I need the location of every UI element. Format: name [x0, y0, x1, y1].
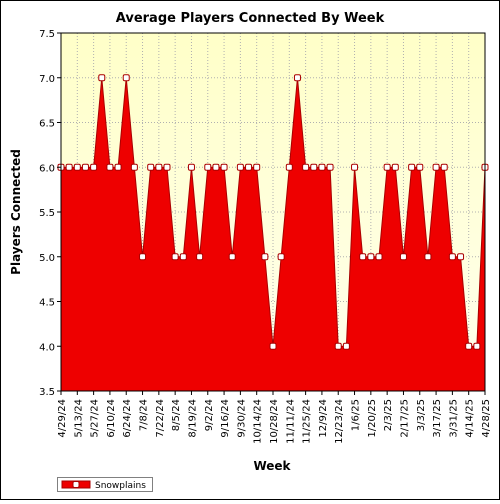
- data-point: [359, 253, 367, 261]
- data-point: [65, 163, 73, 171]
- data-point: [269, 342, 277, 350]
- data-point: [326, 163, 334, 171]
- legend-label: Snowplains: [95, 481, 146, 491]
- y-tick-label: 5.5: [39, 208, 55, 219]
- x-tick-label: 2/3/25: [383, 399, 394, 431]
- y-tick-label: 4.5: [39, 298, 55, 309]
- y-axis-ticks: 3.5 4.0 4.5 5.0 5.5 6.0 6.5 7.0 7.5: [39, 29, 61, 398]
- y-tick-label: 7.0: [39, 74, 55, 85]
- x-tick-label: 12/23/24: [334, 399, 345, 444]
- data-point: [457, 253, 465, 261]
- x-axis-title: Week: [253, 459, 291, 473]
- data-point: [465, 342, 473, 350]
- x-tick-label: 8/19/24: [187, 399, 198, 438]
- x-tick-label: 11/25/24: [302, 399, 313, 444]
- x-tick-label: 9/2/24: [204, 399, 215, 431]
- x-tick-label: 10/28/24: [269, 399, 280, 444]
- y-tick-label: 5.0: [39, 253, 55, 264]
- data-point: [261, 253, 269, 261]
- data-point: [130, 163, 138, 171]
- legend-marker-icon: [72, 481, 80, 488]
- x-tick-label: 1/6/25: [351, 399, 362, 431]
- x-tick-label: 8/5/24: [171, 399, 182, 431]
- y-tick-label: 7.5: [39, 29, 55, 40]
- data-point: [114, 163, 122, 171]
- x-axis-ticks: 4/29/24 5/13/24 5/27/24 6/10/24 6/24/24 7/8/2…: [57, 391, 492, 444]
- series-markers: [57, 74, 489, 350]
- x-tick-label: 4/28/25: [481, 399, 492, 438]
- data-point: [375, 253, 383, 261]
- area-fill: [61, 77, 485, 391]
- y-tick-label: 3.5: [39, 387, 55, 398]
- data-point: [90, 163, 98, 171]
- data-point: [179, 253, 187, 261]
- x-tick-label: 6/24/24: [122, 399, 133, 438]
- x-tick-label: 6/10/24: [106, 399, 117, 438]
- data-point: [73, 163, 81, 171]
- data-point: [212, 163, 220, 171]
- x-tick-label: 4/29/24: [57, 399, 68, 438]
- y-tick-label: 6.5: [39, 119, 55, 130]
- data-point: [163, 163, 171, 171]
- x-tick-label: 7/22/24: [155, 399, 166, 438]
- data-point: [245, 163, 253, 171]
- x-tick-label: 1/20/25: [367, 399, 378, 438]
- data-point: [318, 163, 326, 171]
- data-point: [81, 163, 89, 171]
- data-point: [391, 163, 399, 171]
- x-tick-label: 5/27/24: [90, 399, 101, 438]
- data-point: [187, 163, 195, 171]
- data-point: [473, 342, 481, 350]
- y-tick-label: 4.0: [39, 342, 55, 353]
- x-tick-label: 5/13/24: [73, 399, 84, 438]
- x-tick-label: 9/30/24: [236, 399, 247, 438]
- data-point: [204, 163, 212, 171]
- x-tick-label: 3/31/25: [448, 399, 459, 438]
- data-point: [383, 163, 391, 171]
- data-point: [220, 163, 228, 171]
- x-tick-label: 11/11/24: [285, 399, 296, 444]
- data-point: [147, 163, 155, 171]
- data-point: [293, 74, 301, 82]
- x-tick-label: 4/14/25: [465, 399, 476, 438]
- data-point: [277, 253, 285, 261]
- data-point: [196, 253, 204, 261]
- data-point: [285, 163, 293, 171]
- y-tick-label: 6.0: [39, 163, 55, 174]
- chart-title: Average Players Connected By Week: [116, 11, 385, 26]
- data-point: [310, 163, 318, 171]
- data-point: [440, 163, 448, 171]
- data-point: [236, 163, 244, 171]
- data-point: [399, 253, 407, 261]
- x-tick-label: 2/17/25: [399, 399, 410, 438]
- data-point: [334, 342, 342, 350]
- data-point: [122, 74, 130, 82]
- data-point: [171, 253, 179, 261]
- data-point: [228, 253, 236, 261]
- x-tick-label: 9/16/24: [220, 399, 231, 438]
- data-point: [424, 253, 432, 261]
- legend: Snowplains: [57, 477, 153, 492]
- data-point: [139, 253, 147, 261]
- data-point: [367, 253, 375, 261]
- x-tick-label: 7/8/24: [139, 399, 150, 431]
- data-point: [98, 74, 106, 82]
- data-point: [302, 163, 310, 171]
- data-point: [432, 163, 440, 171]
- x-tick-label: 3/3/25: [416, 399, 427, 431]
- data-point: [416, 163, 424, 171]
- data-point: [155, 163, 163, 171]
- y-axis-title: Players Connected: [9, 149, 23, 275]
- x-tick-label: 12/9/24: [318, 399, 329, 438]
- data-point: [253, 163, 261, 171]
- x-tick-label: 10/14/24: [253, 399, 264, 444]
- data-point: [408, 163, 416, 171]
- x-tick-label: 3/17/25: [432, 399, 443, 438]
- data-point: [106, 163, 114, 171]
- data-point: [351, 163, 359, 171]
- data-point: [342, 342, 350, 350]
- data-point: [448, 253, 456, 261]
